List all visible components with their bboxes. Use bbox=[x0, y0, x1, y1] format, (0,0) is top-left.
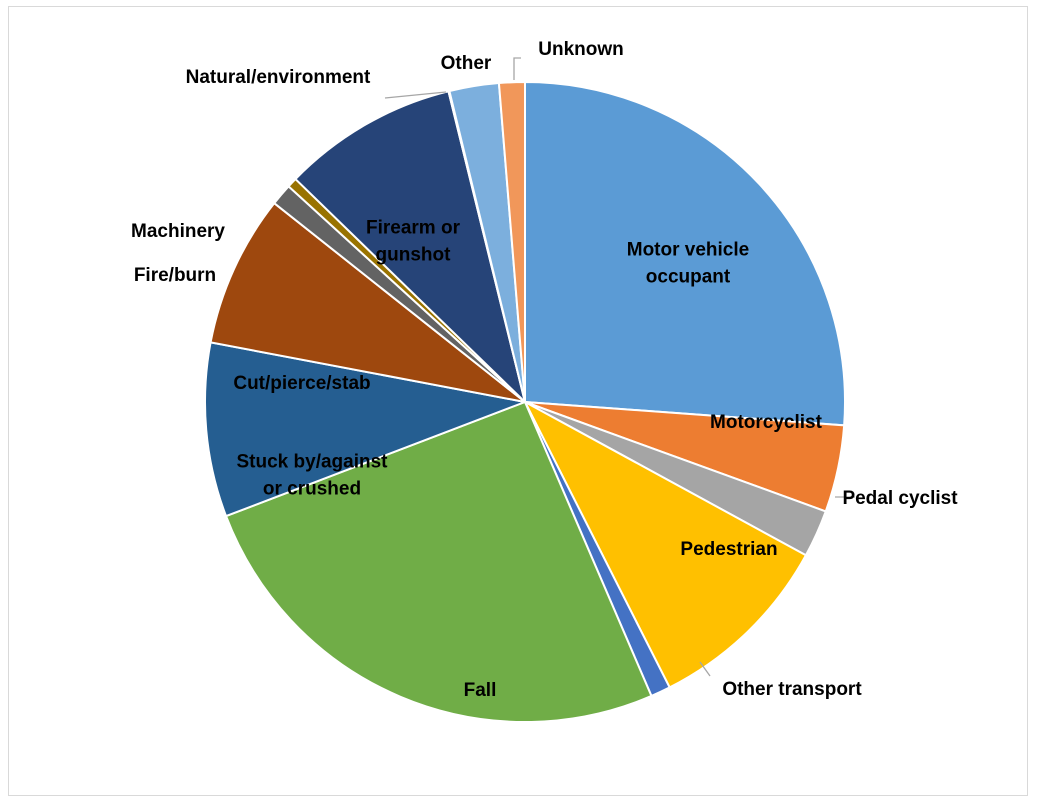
slice-label: Firearm or gunshot bbox=[366, 218, 461, 266]
pie-slices bbox=[203, 80, 846, 723]
slice-label: Machinery bbox=[131, 221, 225, 242]
pie-slice-motor-vehicle-occupant bbox=[524, 80, 846, 427]
pie-slice-firearm-or-gunshot bbox=[294, 90, 527, 406]
slice-label: Motor vehicle occupant bbox=[627, 240, 749, 288]
leader-line bbox=[384, 91, 447, 99]
pie-slice-cut-pierce-stab bbox=[209, 201, 526, 403]
pie-slice-unknown bbox=[497, 80, 526, 403]
slice-label: Fall bbox=[464, 680, 497, 701]
pie-slice-fall bbox=[224, 400, 653, 723]
slice-label: Cut/pierce/stab bbox=[233, 373, 370, 394]
slice-label: Other transport bbox=[722, 679, 862, 700]
pie-slice-stuck-by-against-or-crushed bbox=[203, 341, 529, 518]
slice-label: Natural/environment bbox=[186, 67, 371, 88]
slice-label: Stuck by/against or crushed bbox=[237, 452, 389, 500]
slice-label: Fire/burn bbox=[134, 265, 216, 286]
slice-labels: Motor vehicle occupant Motorcyclist Pedal c… bbox=[131, 39, 958, 701]
slice-label: Other bbox=[441, 53, 492, 74]
leader-lines bbox=[384, 57, 855, 677]
slice-label: Motorcyclist bbox=[710, 412, 823, 433]
slice-label: Pedestrian bbox=[680, 539, 777, 560]
leader-line bbox=[699, 661, 711, 677]
slice-label: Unknown bbox=[538, 39, 624, 60]
slice-label: Pedal cyclist bbox=[842, 488, 958, 509]
pie-slice-pedestrian bbox=[522, 399, 808, 689]
leader-line bbox=[513, 57, 521, 80]
